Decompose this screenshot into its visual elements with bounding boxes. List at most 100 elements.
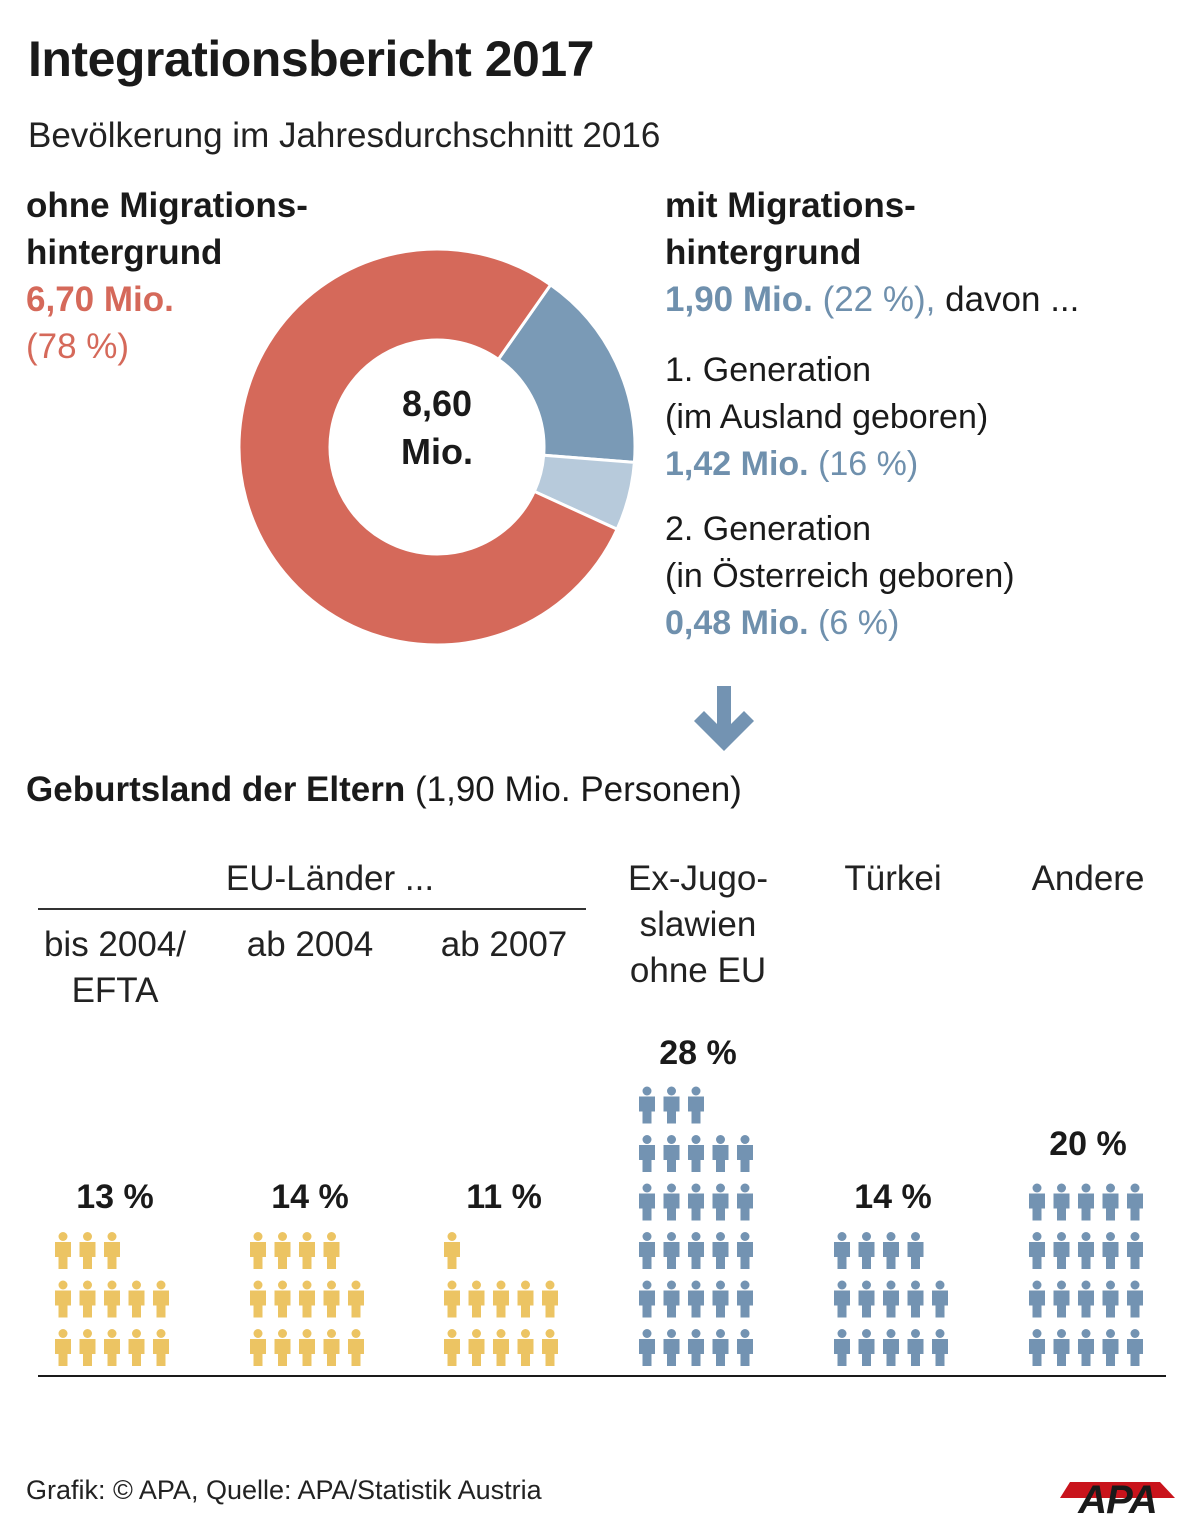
donut-center-line2: Mio. (401, 431, 473, 472)
person-icon (1102, 1280, 1119, 1318)
col-label-eu-ab2007: ab 2007 (440, 925, 568, 964)
person-icon (323, 1329, 340, 1366)
people-group-eu-bis2004 (55, 1232, 169, 1366)
person-icon (1127, 1329, 1143, 1366)
person-icon (688, 1232, 704, 1269)
right-label-line1: mit Migrations- (665, 186, 916, 225)
person-icon (153, 1329, 169, 1366)
donut-chart: 8,60 Mio. (237, 247, 637, 647)
col-label-eu-bis2004: bis 2004/ EFTA (15, 922, 215, 1014)
person-icon (1127, 1183, 1143, 1221)
left-pct: (78 %) (26, 327, 130, 366)
person-icon (883, 1232, 899, 1269)
left-label-line2: hintergrund (26, 233, 223, 272)
pct-label-andere: 20 % (1049, 1125, 1127, 1163)
chart-title: Integrationsbericht 2017 (28, 31, 594, 87)
person-icon (348, 1329, 364, 1366)
person-icon (104, 1232, 120, 1269)
person-icon (712, 1232, 729, 1269)
person-icon (663, 1183, 680, 1221)
person-icon (468, 1280, 485, 1318)
down-arrow-icon (694, 686, 754, 751)
col-label-exyu-line1: Ex-Jugo- (627, 859, 769, 898)
people-group-andere (1029, 1183, 1143, 1366)
person-icon (1053, 1329, 1070, 1366)
gen1-line1: 1. Generation (665, 351, 872, 389)
person-icon (1053, 1183, 1070, 1221)
chart-subtitle: Bevölkerung im Jahresdurchschnitt 2016 (28, 116, 661, 155)
gen2-pct: (6 %) (818, 604, 900, 642)
person-icon (55, 1232, 71, 1269)
col-label-eu-ab2004: ab 2004 (246, 925, 374, 964)
person-icon (274, 1329, 291, 1366)
person-icon (79, 1280, 96, 1318)
people-groups (55, 1086, 1143, 1366)
pct-label-eu-bis2004: 13 % (76, 1178, 154, 1216)
person-icon (468, 1329, 485, 1366)
col-label-exyu: Ex-Jugo- slawien ohne EU (598, 856, 798, 994)
person-icon (858, 1280, 875, 1318)
right-pct: (22 %), (822, 280, 936, 319)
person-icon (542, 1329, 558, 1366)
person-icon (858, 1329, 875, 1366)
person-icon (444, 1232, 460, 1269)
donut-slice-ohne (237, 247, 620, 647)
gen2-line2: (in Österreich geboren) (665, 557, 1015, 595)
people-pictogram-chart (38, 1086, 1166, 1377)
person-icon (1029, 1280, 1045, 1318)
person-icon (1102, 1183, 1119, 1221)
person-icon (639, 1135, 655, 1172)
person-icon (663, 1135, 680, 1172)
person-icon (858, 1232, 875, 1269)
donut-slices (237, 247, 637, 647)
right-value-line: 1,90 Mio. (22 %), davon ... (665, 276, 1185, 323)
person-icon (1127, 1232, 1143, 1269)
people-group-eu-ab2004 (250, 1232, 364, 1366)
person-icon (907, 1280, 924, 1318)
gen1-pct: (16 %) (818, 445, 919, 483)
person-icon (274, 1280, 291, 1318)
person-icon (250, 1329, 266, 1366)
person-icon (737, 1135, 753, 1172)
eu-group-divider (38, 908, 586, 910)
person-icon (1053, 1232, 1070, 1269)
person-icon (1102, 1232, 1119, 1269)
person-icon (1127, 1280, 1143, 1318)
person-icon (104, 1280, 120, 1318)
apa-logo (1060, 1482, 1175, 1498)
person-icon (663, 1086, 680, 1124)
parents-section-title: Geburtsland der Eltern (1,90 Mio. Person… (26, 770, 742, 810)
person-icon (834, 1329, 850, 1366)
person-icon (834, 1280, 850, 1318)
person-icon (1078, 1329, 1094, 1366)
col-label-exyu-line3: ohne EU (629, 951, 767, 990)
person-icon (1053, 1280, 1070, 1318)
person-icon (737, 1280, 753, 1318)
person-icon (1102, 1329, 1119, 1366)
person-icon (663, 1232, 680, 1269)
person-icon (517, 1280, 534, 1318)
right-label-line2: hintergrund (665, 233, 862, 272)
person-icon (712, 1280, 729, 1318)
person-icon (639, 1329, 655, 1366)
gen1-line2: (im Ausland geboren) (665, 398, 989, 436)
col-label-eu-bis2004-line2: EFTA (71, 971, 159, 1010)
person-icon (250, 1280, 266, 1318)
col-label-exyu-line2: slawien (639, 905, 757, 944)
left-label-line1: ohne Migrations- (26, 186, 308, 225)
right-suffix: davon ... (945, 280, 1080, 319)
person-icon (493, 1280, 509, 1318)
person-icon (639, 1183, 655, 1221)
person-icon (639, 1232, 655, 1269)
person-icon (55, 1280, 71, 1318)
person-icon (932, 1329, 948, 1366)
person-icon (712, 1135, 729, 1172)
person-icon (688, 1183, 704, 1221)
person-icon (688, 1329, 704, 1366)
person-icon (55, 1329, 71, 1366)
person-icon (299, 1329, 315, 1366)
people-group-eu-ab2007 (444, 1232, 558, 1366)
eu-group-header: EU-Länder ... (225, 859, 435, 898)
person-icon (883, 1280, 899, 1318)
person-icon (737, 1329, 753, 1366)
